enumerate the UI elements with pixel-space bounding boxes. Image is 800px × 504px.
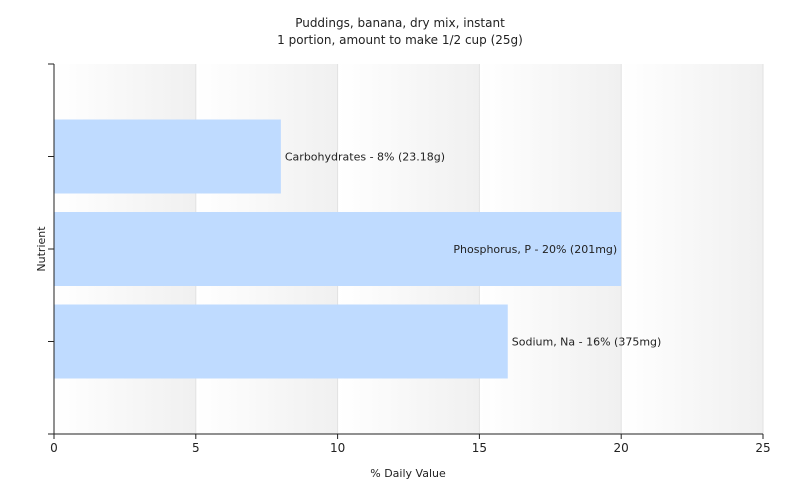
x-tick-label: 20 — [614, 441, 629, 455]
grid-band — [621, 64, 763, 434]
bars — [54, 119, 622, 379]
x-tick-label: 5 — [192, 441, 200, 455]
axes — [48, 63, 764, 439]
y-axis-label: Nutrient — [35, 226, 48, 272]
x-tick-label: 10 — [330, 441, 345, 455]
x-axis-label: % Daily Value — [370, 467, 446, 480]
x-tick-label: 15 — [472, 441, 487, 455]
bar — [54, 119, 281, 194]
x-tick-labels: 0 5 10 15 20 25 — [50, 441, 770, 455]
bar — [54, 212, 622, 286]
bar-label: Phosphorus, P - 20% (201mg) — [453, 243, 617, 256]
bar-label: Sodium, Na - 16% (375mg) — [512, 336, 662, 349]
chart-title: Puddings, banana, dry mix, instant — [295, 16, 505, 30]
bar — [54, 304, 508, 379]
x-tick-label: 0 — [50, 441, 58, 455]
bar-label: Carbohydrates - 8% (23.18g) — [285, 151, 445, 164]
bar-labels: Carbohydrates - 8% (23.18g) Phosphorus, P… — [285, 151, 661, 349]
x-tick-label: 25 — [755, 441, 770, 455]
chart-subtitle: 1 portion, amount to make 1/2 cup (25g) — [277, 33, 523, 47]
